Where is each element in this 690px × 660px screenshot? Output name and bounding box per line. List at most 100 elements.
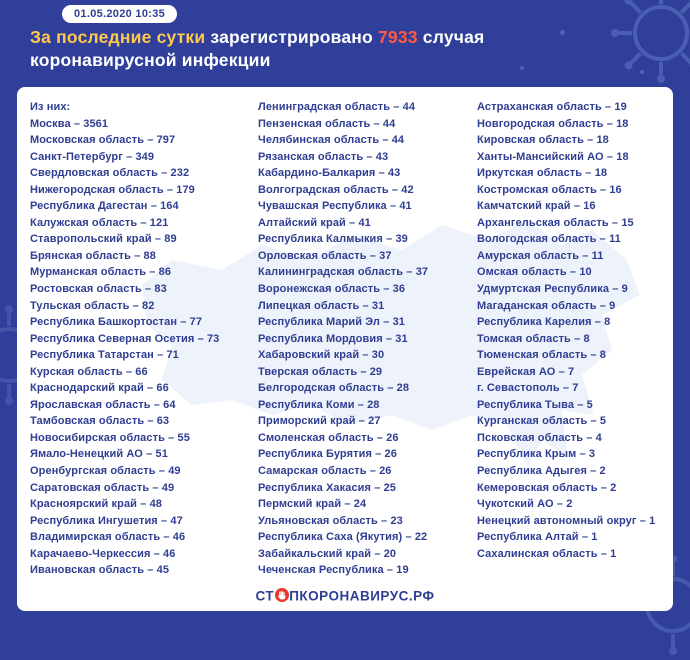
region-name: Краснодарский край [30,382,144,394]
region-value: 1 [649,515,655,527]
region-value: 2 [600,465,606,477]
region-name: Волгоградская область [258,184,389,196]
region-name: Курская область [30,366,123,378]
region-name: Костромская область [477,184,597,196]
region-value: 19 [396,564,408,576]
region-name: Республика Мордовия [258,333,383,345]
region-name: Рязанская область [258,151,363,163]
logo-text-right: ПКОРОНАВИРУС.РФ [289,588,434,603]
region-name: Кабардино-Балкария [258,167,375,179]
region-value: 49 [168,465,180,477]
region-value: 1 [610,548,616,560]
region-stat-row: Сахалинская область – 1 [477,546,669,563]
region-name: Нижегородская область [30,184,164,196]
region-value: 18 [616,151,628,163]
region-stat-row: Республика Бурятия – 26 [258,446,474,463]
region-value: 77 [190,316,202,328]
region-stat-row: Тульская область – 82 [30,298,255,315]
region-name: Свердловская область [30,167,158,179]
region-name: Республика Коми [258,399,355,411]
region-value: 47 [170,515,182,527]
region-name: Республика Дагестан [30,200,148,212]
region-value: 31 [395,333,407,345]
region-value: 1 [591,531,597,543]
region-stat-row: Республика Алтай – 1 [477,529,669,546]
region-name: Санкт-Петербург [30,151,123,163]
region-stat-row: Республика Тыва – 5 [477,397,669,414]
region-value: 43 [376,151,388,163]
region-value: 2 [610,482,616,494]
region-name: Республика Тыва [477,399,574,411]
region-name: Республика Алтай [477,531,579,543]
region-stat-row: Калужская область – 121 [30,215,255,232]
region-stat-row: Саратовская область – 49 [30,480,255,497]
region-name: Белгородская область [258,382,384,394]
region-stat-row: Рязанская область – 43 [258,149,474,166]
region-value: 31 [372,300,384,312]
region-value: 179 [176,184,195,196]
region-name: Кировская область [477,134,584,146]
region-value: 29 [370,366,382,378]
region-name: Забайкальский край [258,548,371,560]
region-name: Республика Саха (Якутия) [258,531,402,543]
region-name: Курганская область [477,415,587,427]
region-value: 7 [568,366,574,378]
region-value: 11 [609,233,621,245]
region-name: Астраханская область [477,101,602,113]
region-name: Московская область [30,134,144,146]
region-stat-row: Ярославская область – 64 [30,397,255,414]
region-stat-row: Липецкая область – 31 [258,298,474,315]
region-stat-row: Владимирская область – 46 [30,529,255,546]
region-stat-row: Новгородская область – 18 [477,116,669,133]
region-value: 22 [415,531,427,543]
region-stat-row: Приморский край – 27 [258,413,474,430]
decoration-dot [560,30,565,35]
headline-registered: зарегистрировано [210,27,373,47]
region-name: Брянская область [30,250,131,262]
region-value: 88 [144,250,156,262]
region-value: 7 [572,382,578,394]
region-value: 4 [596,432,602,444]
region-stat-row: Республика Коми – 28 [258,397,474,414]
region-value: 10 [579,266,591,278]
region-name: Ханты-Мансийский АО [477,151,604,163]
region-stat-row: Ленинградская область – 44 [258,99,474,116]
region-value: 44 [392,134,404,146]
region-stat-row: Нижегородская область – 179 [30,182,255,199]
region-name: Ставропольский край [30,233,152,245]
region-name: Смоленская область [258,432,374,444]
region-stat-row: Волгоградская область – 42 [258,182,474,199]
region-stat-row: Ненецкий автономный округ – 1 [477,513,669,530]
region-name: Республика Крым [477,448,576,460]
region-value: 89 [164,233,176,245]
region-stat-row: Псковская область – 4 [477,430,669,447]
region-value: 349 [135,151,154,163]
region-stat-row: Еврейская АО – 7 [477,364,669,381]
region-stat-row: Республика Адыгея – 2 [477,463,669,480]
virus-decoration-icon [606,0,690,88]
region-value: 55 [177,432,189,444]
region-name: Приморский край [258,415,356,427]
region-value: 44 [383,118,395,130]
region-value: 8 [583,333,589,345]
region-stat-row: Ставропольский край – 89 [30,231,255,248]
region-stat-row: Мурманская область – 86 [30,264,255,281]
region-name: Камчатский край [477,200,571,212]
region-name: Чукотский АО [477,498,554,510]
region-stat-row: Московская область – 797 [30,132,255,149]
region-value: 2 [566,498,572,510]
region-name: Псковская область [477,432,583,444]
region-stat-row: Брянская область – 88 [30,248,255,265]
region-stat-row: Челябинская область – 44 [258,132,474,149]
region-value: 24 [354,498,366,510]
region-stat-row: Кировская область – 18 [477,132,669,149]
region-value: 82 [142,300,154,312]
region-value: 66 [156,382,168,394]
region-stat-row: Астраханская область – 19 [477,99,669,116]
region-stat-row: Карачаево-Черкессия – 46 [30,546,255,563]
region-stat-row: Тюменская область – 8 [477,347,669,364]
region-value: 73 [207,333,219,345]
region-value: 18 [616,118,628,130]
